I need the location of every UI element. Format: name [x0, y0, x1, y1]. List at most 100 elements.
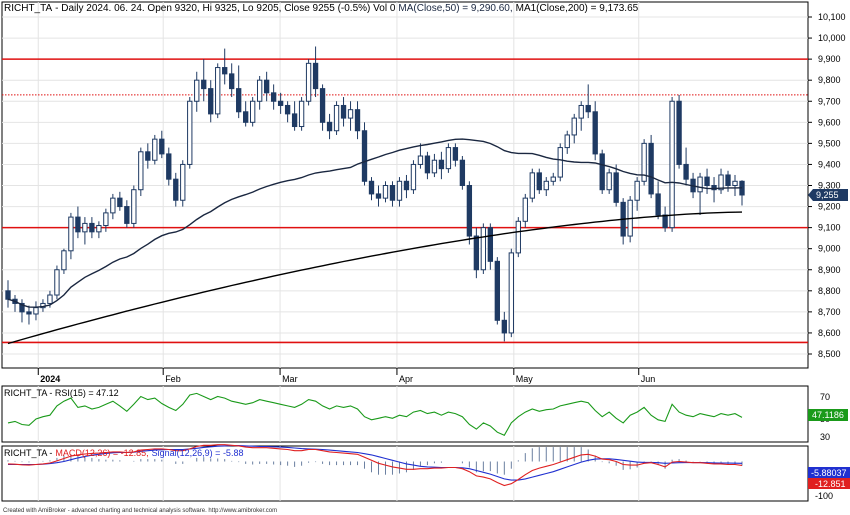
- y-tick-label: 8,500: [818, 349, 841, 359]
- macd-label-macd: MACD(12,26) = -12.85,: [55, 448, 148, 458]
- candle-body: [487, 227, 494, 262]
- macd-line: [7, 444, 743, 487]
- candle-body: [564, 134, 570, 149]
- x-tick-label: Feb: [165, 374, 181, 384]
- macd-grid: [37, 446, 640, 501]
- candle-body: [361, 130, 368, 182]
- candle-body: [270, 92, 277, 102]
- candle-body: [711, 185, 717, 191]
- ma200-line: [7, 211, 743, 345]
- signal-value-label: -5.88037: [811, 468, 847, 478]
- candle-body: [110, 197, 116, 214]
- y-tick-label: 9,100: [818, 223, 841, 233]
- last-price-tag: 9,255: [808, 188, 848, 201]
- candle-body: [243, 111, 249, 123]
- x-tick-label: Apr: [399, 374, 413, 384]
- candle-body: [305, 62, 312, 102]
- rsi-grid: [37, 386, 640, 442]
- candle-body: [173, 178, 179, 201]
- candle-body: [326, 121, 333, 132]
- rsi-label: RICHT_TA - RSI(15) = 47.12: [4, 388, 119, 398]
- candle-body: [312, 62, 319, 90]
- title-info: - Daily 2024. 06. 24. Open 9320, Hi 9325…: [55, 3, 396, 14]
- candle-body: [354, 109, 361, 132]
- y-tick-label: 8,600: [818, 328, 841, 338]
- candle-body: [249, 100, 256, 123]
- candle-body: [103, 212, 109, 227]
- macd-label-signal: Signal(12,26,9) = -5.88: [152, 448, 244, 458]
- candle-body: [480, 227, 487, 271]
- candle-body: [61, 250, 67, 271]
- candle-body: [201, 79, 207, 90]
- candle-body: [732, 180, 738, 187]
- macd-tick-minus100: -100: [815, 491, 833, 501]
- signal-value-tag-bg: [808, 467, 850, 478]
- macd-value-tag-bg: [808, 478, 850, 489]
- candle-body: [5, 290, 11, 300]
- candle-body: [208, 88, 214, 115]
- candle-body: [347, 109, 354, 119]
- macd-label: RICHT_TA - MACD(12,26) = -12.85, Signal(12…: [4, 448, 243, 458]
- candle-body: [236, 88, 242, 113]
- candle-body: [417, 155, 424, 165]
- candle-body: [613, 172, 619, 203]
- macd-label-prefix: RICHT_TA -: [4, 448, 52, 458]
- candle-body: [166, 153, 172, 180]
- candle-body: [180, 163, 186, 201]
- x-tick-label: May: [516, 374, 534, 384]
- candle-body: [431, 159, 438, 174]
- x-tick-label: Jun: [641, 374, 656, 384]
- candle-body: [159, 138, 165, 155]
- candle-body: [445, 147, 452, 170]
- candle-body: [424, 155, 431, 174]
- candle-body: [452, 147, 459, 161]
- candle-body: [333, 104, 340, 132]
- candle-body: [229, 73, 235, 90]
- title-ma200: MA1(Close,200) = 9,173.65: [516, 3, 639, 14]
- candle-body: [222, 67, 228, 75]
- y-tick-label: 9,300: [818, 181, 841, 191]
- candle-body: [501, 319, 507, 334]
- y-tick-label: 8,700: [818, 307, 841, 317]
- candle-body: [124, 206, 130, 224]
- rsi-panel-frame: [1, 385, 809, 443]
- candle-body: [389, 185, 396, 201]
- candle-body: [697, 176, 703, 193]
- candle-body: [33, 307, 39, 315]
- candle-body: [256, 79, 263, 102]
- candles: [5, 46, 745, 342]
- candle-body: [263, 79, 270, 94]
- candle-body: [669, 100, 675, 229]
- candle-body: [403, 180, 410, 191]
- candle-body: [599, 153, 605, 191]
- candle-body: [47, 294, 53, 304]
- candle-body: [655, 193, 661, 216]
- candle-body: [634, 180, 640, 201]
- candle-body: [536, 172, 542, 191]
- candle-body: [187, 100, 193, 165]
- candle-body: [277, 100, 284, 106]
- rsi-tick-70: 70: [820, 392, 830, 402]
- y-tick-label: 10,000: [818, 33, 846, 43]
- macd-histogram: [7, 447, 743, 475]
- candle-body: [284, 104, 291, 115]
- candle-body: [131, 189, 137, 224]
- candle-body: [375, 193, 382, 199]
- x-axis: 2024 Feb Mar Apr May Jun: [37, 368, 656, 384]
- y-tick-label: 8,900: [818, 265, 841, 275]
- x-tick-label: Mar: [282, 374, 298, 384]
- rsi-value-tag-bg: [808, 409, 848, 421]
- candle-body: [648, 142, 654, 195]
- price-y-axis: 8,500 8,600 8,700 8,800 8,900 9,000 9,100 9,200…: [808, 12, 846, 359]
- candle-body: [683, 163, 689, 180]
- candle-body: [676, 100, 682, 165]
- candle-body: [704, 176, 710, 186]
- candle-body: [82, 222, 88, 233]
- candle-body: [194, 79, 200, 102]
- y-tick-label: 9,500: [818, 138, 841, 148]
- rsi-tick-30: 30: [820, 432, 830, 442]
- x-tick-label: 2024: [40, 374, 60, 384]
- candle-body: [515, 220, 521, 254]
- footer-credit: Created with AmiBroker - advanced charti…: [3, 508, 277, 514]
